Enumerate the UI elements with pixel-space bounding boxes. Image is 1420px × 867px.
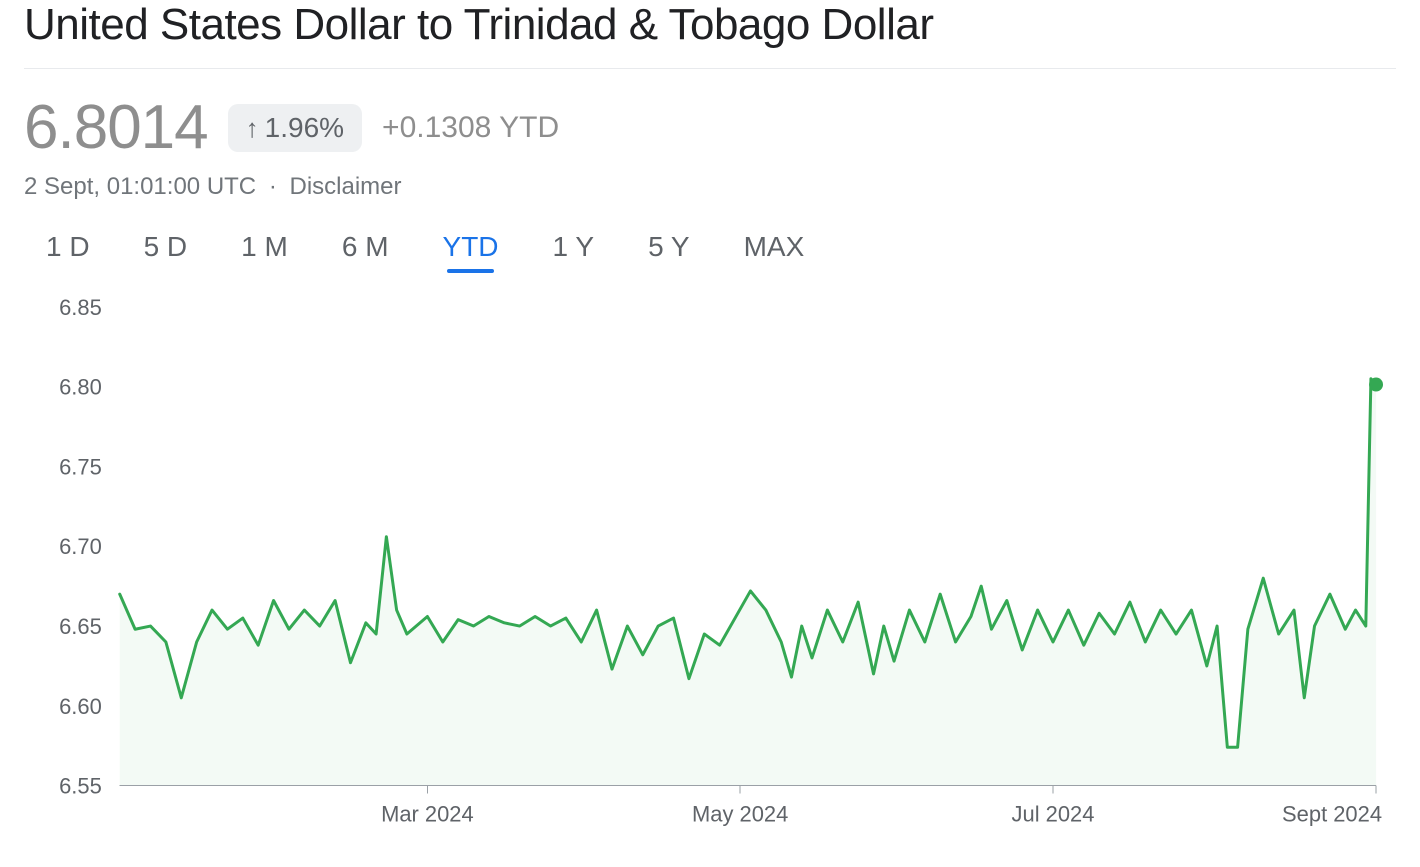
line-chart: 6.55 6.60 6.65 6.70 6.75 6.80 6.85 Mar 2024 May …	[24, 297, 1396, 835]
disclaimer-link[interactable]: Disclaimer	[289, 173, 401, 200]
tab-5d[interactable]: 5 D	[144, 231, 188, 271]
svg-text:6.75: 6.75	[59, 454, 102, 479]
svg-text:6.55: 6.55	[59, 774, 102, 799]
tab-5y[interactable]: 5 Y	[648, 231, 690, 271]
current-rate: 6.8014	[24, 97, 208, 159]
svg-text:6.80: 6.80	[59, 375, 102, 400]
svg-text:6.85: 6.85	[59, 297, 102, 320]
ytd-absolute-change: +0.1308 YTD	[382, 111, 559, 145]
tab-ytd[interactable]: YTD	[443, 231, 499, 271]
timestamp-row: 2 Sept, 01:01:00 UTC · Disclaimer	[24, 173, 1396, 201]
svg-text:6.60: 6.60	[59, 694, 102, 719]
change-percent-pill: ↑ 1.96%	[228, 104, 362, 152]
timestamp-text: 2 Sept, 01:01:00 UTC	[24, 173, 256, 200]
chart-area[interactable]: 6.55 6.60 6.65 6.70 6.75 6.80 6.85 Mar 2024 May …	[24, 297, 1396, 835]
tab-6m[interactable]: 6 M	[342, 231, 389, 271]
tab-1y[interactable]: 1 Y	[553, 231, 595, 271]
svg-text:Sept 2024: Sept 2024	[1282, 801, 1382, 826]
tab-1m[interactable]: 1 M	[241, 231, 288, 271]
svg-text:Jul 2024: Jul 2024	[1012, 801, 1095, 826]
svg-text:6.65: 6.65	[59, 614, 102, 639]
title-divider	[24, 68, 1396, 69]
svg-text:6.70: 6.70	[59, 534, 102, 559]
rate-row: 6.8014 ↑ 1.96% +0.1308 YTD	[24, 97, 1396, 159]
tab-max[interactable]: MAX	[744, 231, 805, 271]
range-tabs: 1 D 5 D 1 M 6 M YTD 1 Y 5 Y MAX	[24, 231, 1396, 271]
change-percent-value: 1.96%	[265, 114, 344, 142]
separator-dot: ·	[269, 173, 277, 200]
svg-text:May 2024: May 2024	[692, 801, 788, 826]
svg-text:Mar 2024: Mar 2024	[381, 801, 474, 826]
page-title: United States Dollar to Trinidad & Tobag…	[24, 0, 1396, 50]
finance-card: United States Dollar to Trinidad & Tobag…	[0, 0, 1420, 855]
tab-1d[interactable]: 1 D	[46, 231, 90, 271]
arrow-up-icon: ↑	[246, 115, 259, 141]
